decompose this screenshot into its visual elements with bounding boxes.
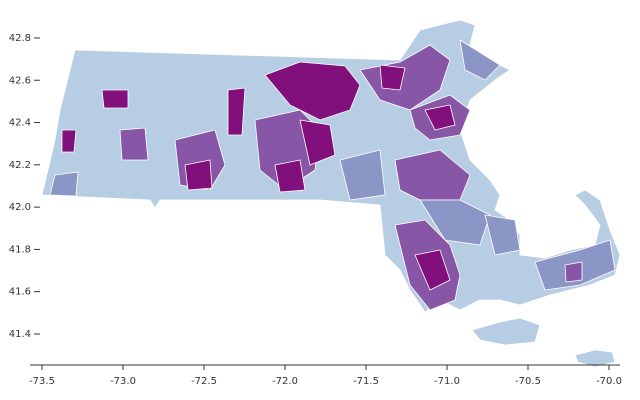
town-region bbox=[359, 44, 451, 111]
town-region bbox=[184, 159, 213, 191]
state-map bbox=[41, 19, 621, 368]
town-region bbox=[119, 127, 149, 161]
y-tick-label: 41.8 bbox=[9, 244, 31, 255]
y-tick-label: 41.6 bbox=[9, 287, 31, 298]
town-region bbox=[339, 149, 386, 201]
town-region bbox=[419, 199, 491, 246]
island bbox=[574, 349, 616, 368]
x-tick-label: -73.5 bbox=[29, 376, 55, 387]
y-tick-label: 42.4 bbox=[9, 118, 31, 129]
town-region bbox=[264, 61, 361, 121]
town-region bbox=[459, 39, 501, 81]
town-region bbox=[49, 171, 79, 197]
town-region bbox=[101, 89, 129, 109]
x-tick-label: -72.5 bbox=[191, 376, 217, 387]
town-region bbox=[564, 261, 583, 283]
town-region bbox=[424, 104, 456, 131]
axes: -73.5 -73.0 -72.5 -72.0 -71.5 -71.0 -70.5 -70.0… bbox=[9, 33, 622, 387]
y-tick-label: 42.2 bbox=[9, 160, 31, 171]
x-tick-label: -70.5 bbox=[515, 376, 541, 387]
town-region bbox=[299, 119, 336, 166]
town-region bbox=[274, 159, 306, 193]
x-tick-label: -70.0 bbox=[596, 376, 622, 387]
state-outline bbox=[41, 19, 621, 313]
town-regions bbox=[49, 39, 616, 311]
x-tick-label: -71.5 bbox=[353, 376, 379, 387]
town-region bbox=[414, 249, 451, 291]
y-tick-label: 42.0 bbox=[9, 202, 31, 213]
x-tick-label: -73.0 bbox=[110, 376, 136, 387]
town-region bbox=[61, 129, 77, 153]
x-tick-label: -71.0 bbox=[434, 376, 460, 387]
y-tick-label: 41.4 bbox=[9, 329, 31, 340]
y-tick-label: 42.6 bbox=[9, 75, 31, 86]
town-region bbox=[227, 87, 246, 136]
y-tick-label: 42.8 bbox=[9, 33, 31, 44]
town-region bbox=[484, 214, 521, 256]
town-region bbox=[379, 64, 406, 91]
x-tick-label: -72.0 bbox=[272, 376, 298, 387]
island bbox=[471, 317, 541, 346]
